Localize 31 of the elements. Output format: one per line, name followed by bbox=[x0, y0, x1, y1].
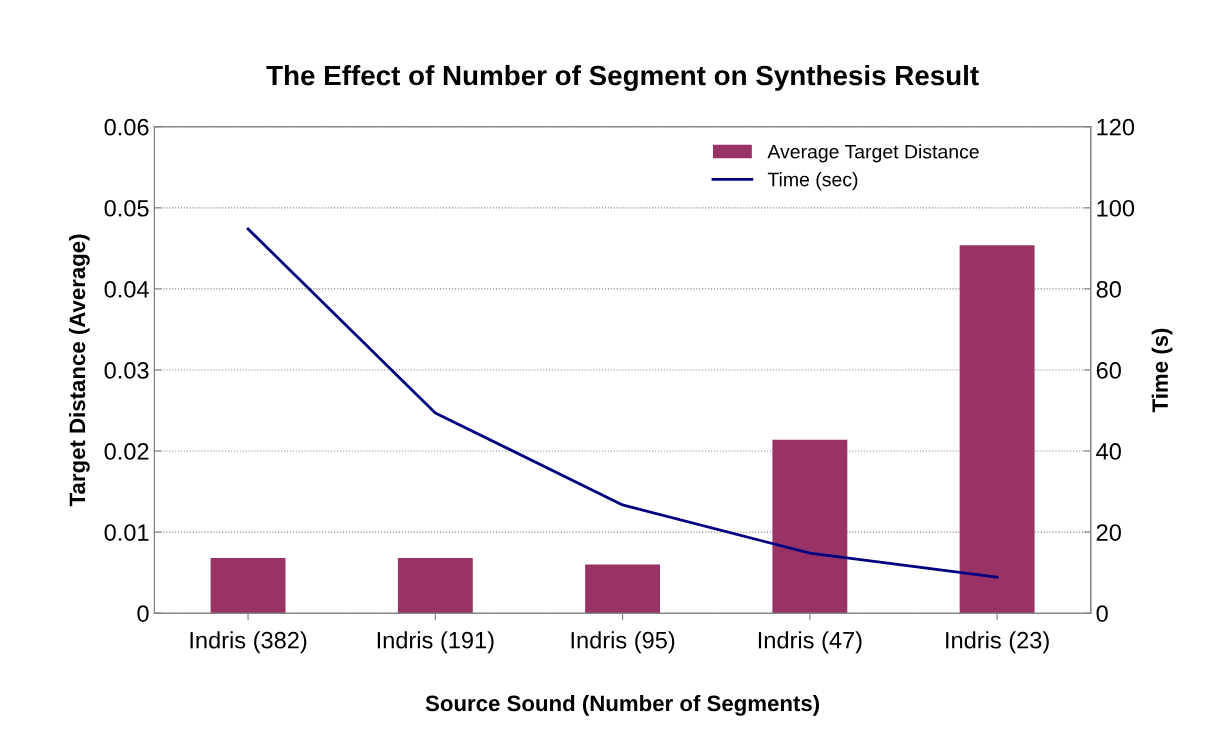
y-axis-title: Target Distance (Average) bbox=[68, 234, 90, 507]
y2-tick-label: 20 bbox=[1096, 524, 1121, 541]
bar bbox=[585, 564, 661, 614]
chart-title: The Effect of Number of Segment on Synthesis Result bbox=[266, 64, 979, 91]
y2-tick-label: 120 bbox=[1097, 118, 1135, 136]
y-tick-label: 0.02 bbox=[104, 443, 149, 460]
x-tick-label: Indris (382) bbox=[190, 631, 307, 654]
bar bbox=[772, 439, 848, 614]
y-tick-label: 0 bbox=[137, 605, 149, 622]
y2-tick-label: 40 bbox=[1096, 443, 1121, 460]
bar bbox=[210, 558, 286, 614]
y-tick-label: 0.03 bbox=[104, 362, 149, 379]
y2-tick-label: 0 bbox=[1096, 605, 1108, 622]
y2-axis-title: Time (s) bbox=[1151, 328, 1173, 413]
y-tick-label: 0.06 bbox=[104, 118, 149, 136]
y-tick-label: 0.05 bbox=[104, 199, 149, 217]
y-tick-label: 0.04 bbox=[104, 280, 149, 298]
line-series bbox=[246, 227, 999, 579]
bar bbox=[397, 558, 473, 614]
x-tick-label: Indris (191) bbox=[377, 631, 494, 654]
x-tick-label: Indris (23) bbox=[946, 631, 1049, 654]
legend-label: Time (sec) bbox=[767, 172, 858, 191]
y2-tick-label: 80 bbox=[1096, 280, 1121, 298]
x-tick-label: Indris (47) bbox=[758, 631, 862, 654]
y2-tick-label: 60 bbox=[1096, 362, 1121, 379]
y-tick-label: 0.01 bbox=[104, 524, 149, 541]
x-tick-label: Indris (95) bbox=[571, 631, 675, 654]
legend-label: Average Target Distance bbox=[767, 144, 979, 163]
x-axis-title: Source Sound (Number of Segments) bbox=[425, 694, 820, 716]
bar bbox=[959, 245, 1035, 614]
y2-tick-label: 100 bbox=[1097, 199, 1135, 217]
